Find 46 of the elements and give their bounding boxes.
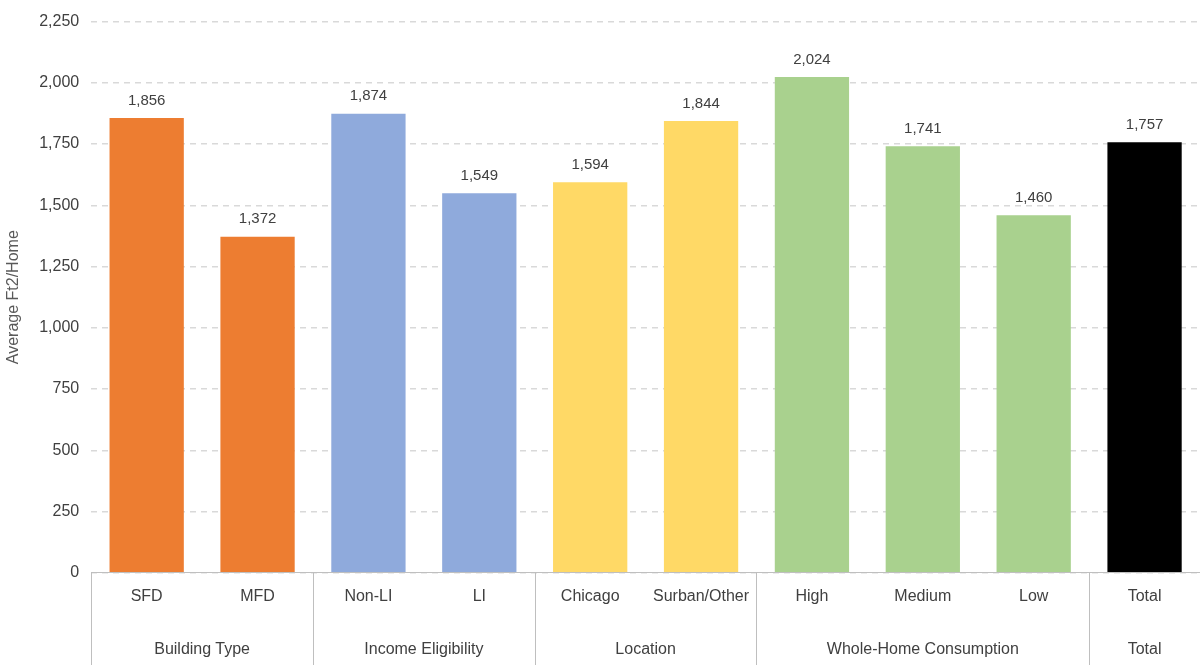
y-tick-label: 2,000 xyxy=(39,73,80,91)
y-tick-label: 1,000 xyxy=(39,318,80,336)
data-label: 2,024 xyxy=(793,49,831,67)
y-tick-label: 1,750 xyxy=(39,134,80,152)
bar xyxy=(774,76,850,573)
y-tick-label: 2,250 xyxy=(39,12,80,30)
data-label: 1,741 xyxy=(904,118,942,136)
bar xyxy=(663,121,739,573)
data-label: 1,549 xyxy=(460,165,499,183)
data-label: 1,594 xyxy=(571,154,609,172)
bar xyxy=(331,113,406,573)
bar xyxy=(885,146,960,573)
bar xyxy=(109,118,184,573)
bar xyxy=(996,215,1071,573)
x-tick-label: Total xyxy=(1127,586,1162,604)
y-tick-label: 750 xyxy=(52,379,80,397)
text: Location xyxy=(615,640,676,658)
text: Building Type xyxy=(154,640,251,658)
x-tick-label: MFD xyxy=(240,586,275,604)
bar xyxy=(1107,142,1182,573)
text: Whole-Home Consumption xyxy=(826,640,1019,658)
y-tick-label: 1,250 xyxy=(39,256,80,274)
data-label: 1,844 xyxy=(682,93,720,111)
text: Total xyxy=(1127,640,1162,658)
x-tick-label: LI xyxy=(472,586,486,604)
x-tick-label: Non-LI xyxy=(344,586,393,604)
y-tick-label: 0 xyxy=(70,563,80,581)
data-label: 1,757 xyxy=(1125,115,1164,133)
text: Income Eligibility xyxy=(364,640,484,658)
data-label: 1,372 xyxy=(238,209,277,227)
data-label: 1,460 xyxy=(1014,187,1053,205)
y-tick-label: 1,500 xyxy=(39,195,80,213)
data-label: 1,856 xyxy=(127,90,166,108)
y-tick-label: 250 xyxy=(52,501,80,519)
x-tick-label: Low xyxy=(1019,586,1049,604)
data-label: 1,874 xyxy=(349,86,388,104)
bar xyxy=(220,236,295,573)
x-tick-label: Medium xyxy=(894,586,952,604)
bar xyxy=(442,193,517,573)
y-tick-label: 500 xyxy=(52,440,80,458)
x-tick-label: High xyxy=(795,586,829,604)
x-tick-label: Chicago xyxy=(560,586,620,604)
x-tick-label: SFD xyxy=(130,586,163,604)
x-tick-label: Surban/Other xyxy=(653,586,750,604)
y-axis-title: Average Ft2/Home xyxy=(4,230,22,365)
bar xyxy=(553,182,628,573)
